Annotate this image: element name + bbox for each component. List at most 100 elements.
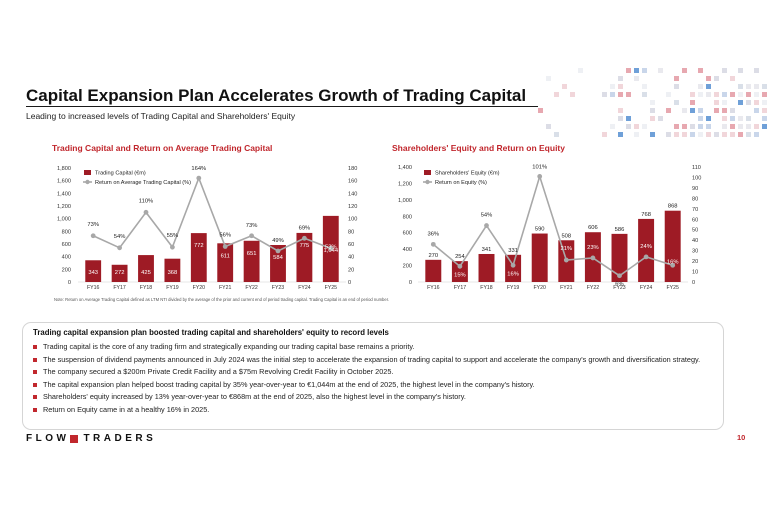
line-value-label: 101%: [532, 164, 547, 170]
pixel-square: [754, 92, 759, 97]
line-value-label: 54%: [114, 234, 126, 240]
right-axis-tick-label: 30: [692, 249, 698, 255]
pixel-square: [722, 68, 727, 73]
bar-value-label: 272: [115, 270, 125, 276]
pixel-square: [682, 132, 687, 137]
right-axis-tick-label: 80: [692, 196, 698, 202]
pixel-square: [658, 68, 663, 73]
pixel-square: [618, 116, 623, 121]
pixel-square: [754, 124, 759, 129]
bar: [664, 210, 681, 282]
bar: [425, 259, 442, 282]
pixel-square: [738, 92, 743, 97]
pixel-square: [634, 68, 639, 73]
pixel-square: [698, 124, 703, 129]
x-tick-label: FY20: [193, 285, 206, 291]
summary-bullet: Return on Equity came in at a healthy 16…: [33, 405, 721, 414]
pixel-square: [682, 108, 687, 113]
x-tick-label: FY21: [560, 285, 573, 291]
pixel-square: [738, 132, 743, 137]
pixel-square: [698, 84, 703, 89]
pixel-square: [730, 76, 735, 81]
right-axis-tick-label: 40: [692, 238, 698, 244]
chart-footnote: Note: Return on Average Trading Capital …: [54, 297, 390, 302]
bar: [270, 245, 286, 282]
bar-value-label: 341: [482, 247, 492, 253]
bar: [243, 240, 260, 282]
summary-bullet: The company secured a $200m Private Cred…: [33, 367, 721, 376]
left-axis-tick-label: 600: [62, 242, 71, 248]
pixel-square: [650, 100, 655, 105]
right-axis-tick-label: 50: [692, 228, 698, 234]
right-axis-tick-label: 70: [692, 207, 698, 213]
pixel-square: [730, 92, 735, 97]
pixel-square: [738, 100, 743, 105]
bar-value-label: 768: [641, 212, 651, 218]
bar-value-label: 590: [535, 227, 545, 233]
x-tick-label: FY23: [272, 285, 285, 291]
pixel-square: [570, 92, 575, 97]
pixel-square: [730, 116, 735, 121]
legend-line-label: Return on Equity (%): [435, 180, 487, 186]
pixel-square: [674, 84, 679, 89]
pixel-square: [738, 116, 743, 121]
pixel-square: [546, 76, 551, 81]
pixel-square: [618, 84, 623, 89]
bar-value-label: 606: [588, 225, 598, 231]
pixel-square: [706, 116, 711, 121]
decorative-pixel-pattern: [538, 68, 767, 137]
bar-value-label: 651: [247, 251, 257, 257]
right-axis-tick-label: 60: [692, 217, 698, 223]
line-point: [170, 244, 175, 250]
pixel-square: [754, 84, 759, 89]
right-axis-tick-label: 80: [348, 229, 354, 235]
pixel-square: [666, 92, 671, 97]
bar: [296, 232, 313, 282]
line-point: [275, 248, 281, 254]
legend-bar-label: Trading Capital (€m): [95, 171, 146, 177]
line-point: [563, 257, 569, 263]
pixel-square: [578, 68, 583, 73]
left-axis-tick-label: 1,400: [57, 191, 71, 197]
left-axis-tick-label: 1,600: [57, 179, 71, 185]
pixel-square: [722, 92, 727, 97]
x-tick-label: FY24: [298, 285, 311, 291]
pixel-square: [738, 68, 743, 73]
logo-text-left: FLOW: [26, 433, 70, 444]
line-value-label: 73%: [87, 222, 99, 228]
pixel-square: [642, 68, 647, 73]
line-point: [484, 223, 489, 228]
x-tick-label: FY16: [87, 285, 100, 291]
right-axis-tick-label: 40: [348, 255, 354, 261]
bar-value-label: 775: [300, 243, 310, 249]
line-value-label: 164%: [191, 166, 206, 172]
left-axis-tick-label: 0: [409, 280, 412, 286]
pixel-square: [754, 68, 759, 73]
pixel-square: [554, 132, 559, 137]
pixel-square: [642, 124, 647, 129]
left-axis-tick-label: 800: [62, 229, 71, 235]
pixel-square: [618, 132, 623, 137]
logo-square-icon: [70, 434, 79, 443]
x-tick-label: FY18: [140, 285, 153, 291]
pixel-square: [746, 100, 751, 105]
pixel-square: [762, 92, 767, 97]
pixel-square: [698, 68, 703, 73]
bar: [138, 255, 154, 282]
bar: [478, 253, 495, 282]
summary-bullet: Shareholders' equity increased by 13% ye…: [33, 392, 721, 401]
bar-value-label: 1,044: [324, 248, 339, 254]
left-axis-tick-label: 200: [62, 267, 71, 273]
pixel-square: [650, 116, 655, 121]
pixel-square: [538, 108, 543, 113]
line-value-label: 15%: [454, 272, 466, 278]
pixel-square: [730, 124, 735, 129]
chart-2-title: Shareholders' Equity and Return on Equit…: [392, 143, 565, 153]
bar: [531, 233, 548, 282]
pixel-square: [610, 84, 615, 89]
pixel-square: [738, 84, 743, 89]
legend-bar-swatch: [424, 170, 431, 175]
pixel-square: [602, 132, 607, 137]
x-tick-label: FY18: [480, 285, 493, 291]
right-axis-tick-label: 160: [348, 179, 357, 185]
